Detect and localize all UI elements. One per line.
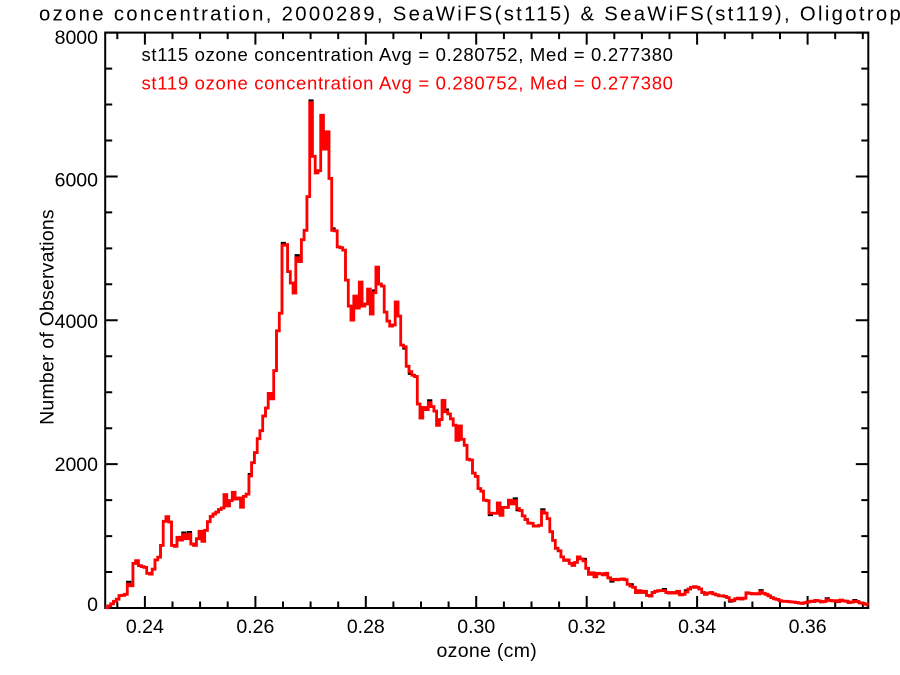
svg-text:0.24: 0.24 bbox=[126, 616, 164, 638]
svg-text:0.28: 0.28 bbox=[347, 616, 385, 638]
svg-text:4000: 4000 bbox=[55, 311, 99, 333]
svg-text:0: 0 bbox=[87, 594, 98, 616]
svg-text:0.30: 0.30 bbox=[457, 616, 495, 638]
svg-text:8000: 8000 bbox=[55, 27, 99, 49]
svg-text:6000: 6000 bbox=[55, 170, 99, 192]
svg-text:Number of Observations: Number of Observations bbox=[37, 209, 59, 425]
svg-text:0.32: 0.32 bbox=[568, 616, 606, 638]
svg-text:ozone (cm): ozone (cm) bbox=[437, 640, 538, 662]
svg-text:st119 ozone concentration Avg: st119 ozone concentration Avg = 0.280752… bbox=[142, 73, 674, 94]
svg-text:2000: 2000 bbox=[55, 454, 99, 476]
svg-text:st115 ozone concentration Avg: st115 ozone concentration Avg = 0.280752… bbox=[142, 44, 674, 65]
svg-text:0.34: 0.34 bbox=[678, 616, 716, 638]
svg-text:0.26: 0.26 bbox=[236, 616, 274, 638]
svg-text:ozone concentration, 2000289,: ozone concentration, 2000289, SeaWiFS(st… bbox=[39, 4, 900, 26]
svg-text:0.36: 0.36 bbox=[789, 616, 827, 638]
